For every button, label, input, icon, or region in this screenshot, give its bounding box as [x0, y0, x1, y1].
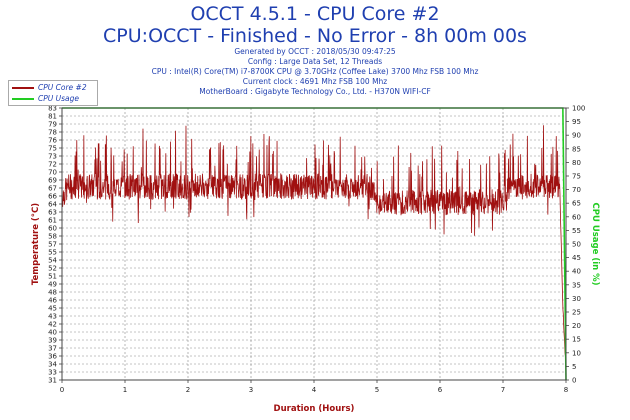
y-right-tick-label: 5 [572, 363, 576, 371]
legend-swatch-cpu-usage [12, 98, 34, 100]
y-left-tick-label: 72 [48, 161, 57, 169]
y-left-tick-label: 49 [48, 281, 57, 289]
y-left-tick-label: 61 [48, 217, 57, 225]
y-right-tick-label: 75 [572, 173, 581, 181]
y-left-tick-label: 52 [48, 265, 57, 273]
y-axis-label-right: CPU Usage (in %) [590, 202, 600, 285]
y-right-tick-label: 15 [572, 336, 581, 344]
chart-subtitle: CPU:OCCT - Finished - No Error - 8h 00m … [103, 25, 527, 47]
y-left-tick-label: 36 [48, 353, 57, 361]
x-tick-label: 2 [186, 386, 190, 394]
y-right-tick-label: 65 [572, 200, 581, 208]
y-right-tick-label: 0 [572, 377, 576, 385]
legend: CPU Core #2 CPU Usage [8, 80, 98, 106]
y-left-tick-label: 40 [48, 329, 57, 337]
y-left-tick-label: 54 [48, 257, 57, 265]
x-tick-label: 1 [123, 386, 127, 394]
y-right-tick-label: 45 [572, 254, 581, 262]
y-left-tick-label: 83 [48, 105, 57, 113]
y-left-tick-label: 66 [48, 193, 57, 201]
y-left-tick-label: 69 [48, 177, 57, 185]
x-tick-label: 0 [60, 386, 64, 394]
y-left-tick-label: 46 [48, 297, 57, 305]
y-left-tick-label: 37 [48, 345, 57, 353]
y-left-tick-label: 45 [48, 305, 57, 313]
y-left-tick-label: 75 [48, 145, 57, 153]
x-tick-label: 6 [438, 386, 443, 394]
x-axis-label: Duration (Hours) [274, 404, 355, 414]
y-right-tick-label: 20 [572, 322, 581, 330]
y-right-tick-label: 60 [572, 213, 581, 221]
y-left-tick-label: 31 [48, 377, 57, 385]
y-left-tick-label: 58 [48, 233, 57, 241]
series-cpu-core-2 [61, 125, 567, 369]
line-cpu-core-2 [61, 125, 567, 369]
legend-item-cpu-usage: CPU Usage [12, 93, 96, 104]
info-config: Config : Large Data Set, 12 Threads [247, 57, 383, 66]
y-right-tick-label: 80 [572, 159, 581, 167]
info-motherboard: MotherBoard : Gigabyte Technology Co., L… [199, 87, 431, 96]
y-right-tick-label: 30 [572, 295, 581, 303]
y-left-tick-label: 78 [48, 129, 57, 137]
y-left-tick-label: 55 [48, 249, 57, 257]
legend-swatch-cpu-core [12, 87, 34, 89]
x-tick-label: 8 [564, 386, 568, 394]
y-left-tick-label: 81 [48, 113, 57, 121]
info-clock: Current clock : 4691 Mhz FSB 100 Mhz [242, 77, 388, 86]
x-tick-label: 7 [501, 386, 505, 394]
y-left-tick-label: 34 [48, 361, 57, 369]
y-left-tick-label: 60 [48, 225, 57, 233]
y-left-tick-label: 73 [48, 153, 57, 161]
y-left-tick-label: 76 [48, 137, 57, 145]
y-right-tick-label: 55 [572, 227, 581, 235]
y-right-tick-label: 25 [572, 309, 581, 317]
y-right-tick-label: 40 [572, 268, 581, 276]
x-tick-label: 4 [312, 386, 317, 394]
legend-label-cpu-core: CPU Core #2 [38, 83, 87, 92]
chart-title: OCCT 4.5.1 - CPU Core #2 [190, 3, 440, 25]
ticks: 0 1 2 3 4 5 6 7 83133343637394042434546484951525… [48, 105, 585, 395]
legend-label-cpu-usage: CPU Usage [38, 94, 80, 103]
y-right-tick-label: 35 [572, 281, 581, 289]
y-axis-label-left: Temperature (°C) [31, 203, 41, 285]
info-cpu: CPU : Intel(R) Core(TM) i7-8700K CPU @ 3… [151, 67, 479, 76]
y-right-tick-label: 95 [572, 118, 581, 126]
y-left-tick-label: 51 [48, 273, 57, 281]
y-left-tick-label: 42 [48, 321, 57, 329]
y-left-tick-label: 67 [48, 185, 57, 193]
info-generated: Generated by OCCT : 2018/05/30 09:47:25 [234, 47, 396, 56]
y-left-tick-label: 33 [48, 369, 57, 377]
y-right-tick-label: 90 [572, 132, 581, 140]
y-right-tick-label: 100 [572, 105, 585, 113]
y-left-tick-label: 64 [48, 201, 57, 209]
y-left-tick-label: 57 [48, 241, 57, 249]
x-tick-label: 3 [249, 386, 253, 394]
x-tick-label: 5 [375, 386, 379, 394]
y-left-tick-label: 70 [48, 169, 57, 177]
y-right-tick-label: 10 [572, 349, 581, 357]
y-left-tick-label: 48 [48, 289, 57, 297]
y-left-tick-label: 39 [48, 337, 57, 345]
y-left-tick-label: 79 [48, 121, 57, 129]
y-right-tick-label: 70 [572, 186, 581, 194]
y-right-tick-label: 50 [572, 241, 581, 249]
y-right-tick-label: 85 [572, 145, 581, 153]
y-left-tick-label: 63 [48, 209, 57, 217]
grid [61, 107, 567, 381]
legend-item-cpu-core: CPU Core #2 [12, 82, 96, 93]
y-left-tick-label: 43 [48, 313, 57, 321]
